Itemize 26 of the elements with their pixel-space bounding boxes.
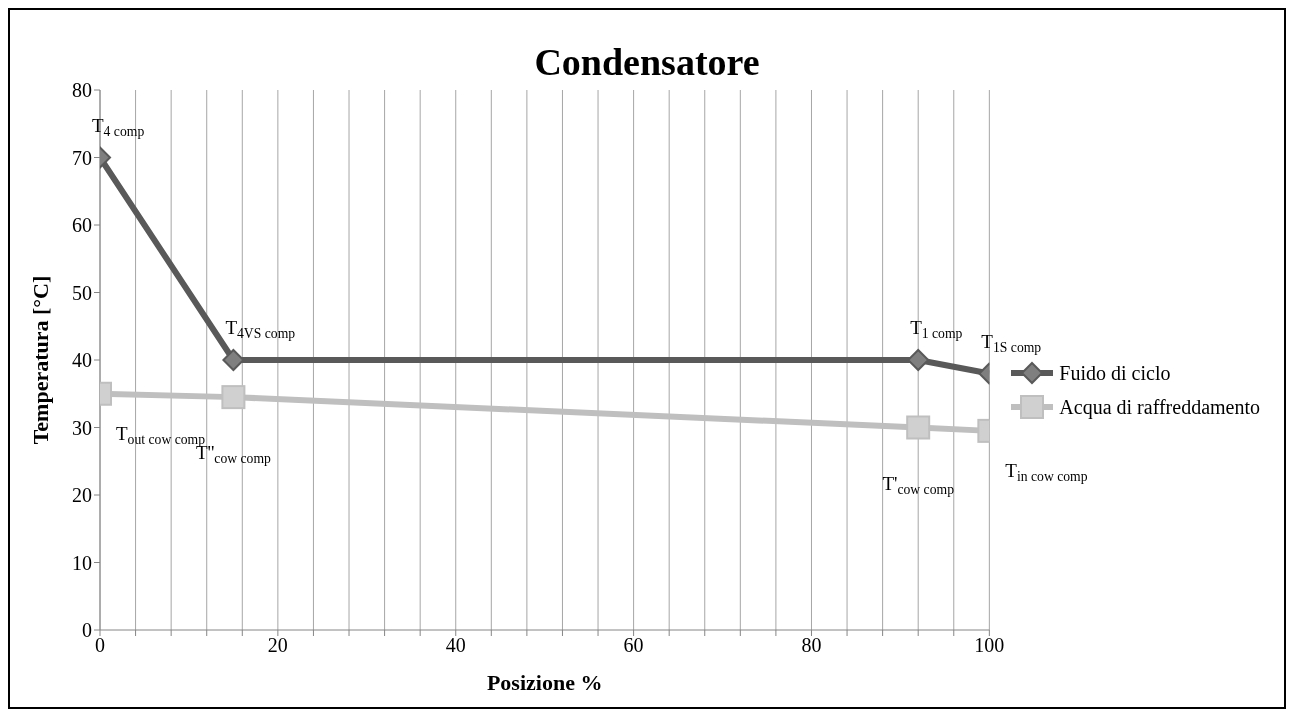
x-axis-title: Posizione % — [486, 670, 603, 695]
legend-label: Fuido di ciclo — [1059, 361, 1171, 385]
x-tick-label: 100 — [974, 634, 1005, 657]
x-tick-label: 20 — [267, 634, 288, 657]
y-tick-label: 10 — [72, 551, 92, 574]
annotation: T$_{out cow comp}$ — [116, 422, 206, 447]
y-tick-label: 0 — [82, 619, 92, 642]
y-tick-label: 20 — [72, 484, 92, 507]
annotation: T$_{1 comp}$ — [910, 317, 963, 342]
y-tick-label: 50 — [72, 281, 92, 304]
x-tick-label: 60 — [623, 634, 644, 657]
legend-label: Acqua di raffreddamento — [1059, 395, 1260, 419]
y-tick-label: 30 — [72, 416, 92, 439]
annotation: T$_{1S comp}$ — [981, 330, 1042, 355]
annotation: T$_{in cow comp}$ — [1005, 459, 1088, 485]
y-tick-label: 40 — [72, 349, 92, 372]
y-tick-label: 80 — [72, 79, 92, 102]
annotation: T$_{4 comp}$ — [92, 114, 145, 139]
annotation: T'$_{cow comp}$ — [882, 472, 955, 497]
annotation: T$_{4VS comp}$ — [225, 317, 296, 342]
y-tick-label: 70 — [72, 146, 92, 169]
y-tick-label: 60 — [72, 214, 92, 237]
chart-title: Condensatore — [533, 40, 761, 83]
x-tick-label: 80 — [801, 634, 822, 657]
y-axis-title: Temperatura [°C] — [27, 275, 53, 445]
x-tick-label: 40 — [445, 634, 466, 657]
